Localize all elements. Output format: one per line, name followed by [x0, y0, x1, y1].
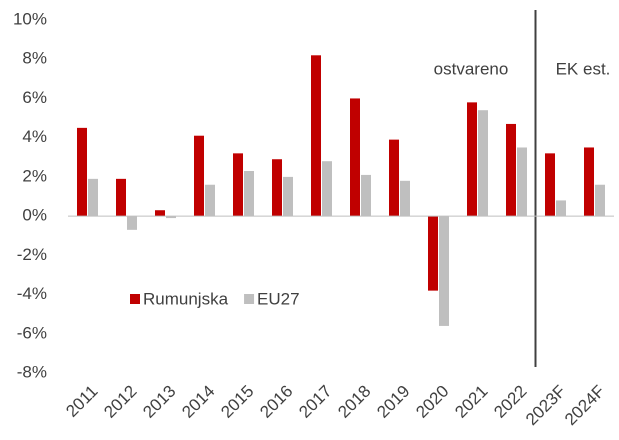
- bar: [88, 178, 98, 217]
- legend-swatch: [130, 294, 140, 304]
- legend-label: EU27: [257, 289, 300, 308]
- bar: [116, 178, 126, 217]
- legend-label: Rumunjska: [143, 289, 229, 308]
- y-tick-label: 10%: [13, 9, 47, 28]
- x-tick-label: 2016: [256, 382, 296, 422]
- x-tick-label: 2012: [100, 382, 140, 422]
- bar: [244, 171, 254, 217]
- bar: [194, 135, 204, 217]
- x-tick-label: 2011: [62, 382, 101, 421]
- bar: [545, 153, 555, 217]
- bar: [283, 176, 293, 217]
- y-tick-label: 0%: [22, 206, 47, 225]
- bar: [155, 210, 165, 217]
- annotation: ostvareno: [434, 59, 509, 78]
- annotation: EK est.: [556, 59, 611, 78]
- bar: [77, 127, 87, 217]
- bar: [517, 147, 527, 217]
- bar: [272, 159, 282, 217]
- bar: [166, 216, 176, 219]
- x-tick-label: 2020: [412, 382, 452, 422]
- bar: [311, 55, 321, 217]
- bar: [556, 200, 566, 217]
- bar: [233, 153, 243, 217]
- bar: [439, 216, 449, 326]
- bar: [127, 216, 137, 230]
- bar: [205, 184, 215, 217]
- y-tick-label: -2%: [17, 245, 47, 264]
- x-tick-label: 2019: [373, 382, 413, 422]
- bar: [350, 98, 360, 217]
- x-tick-label: 2013: [139, 382, 179, 422]
- legend-swatch: [244, 294, 255, 304]
- bar: [467, 102, 477, 217]
- x-tick-label: 2023F: [522, 382, 570, 430]
- bar: [595, 184, 605, 217]
- y-tick-label: -8%: [17, 362, 47, 381]
- bar: [322, 161, 332, 217]
- x-tick-label: 2015: [217, 382, 257, 422]
- bar: [584, 147, 594, 217]
- y-tick-label: 8%: [22, 49, 47, 68]
- y-tick-label: 6%: [22, 88, 47, 107]
- bar: [506, 123, 516, 217]
- bar: [428, 216, 438, 291]
- x-tick-label: 2014: [178, 382, 218, 422]
- bar: [400, 180, 410, 217]
- y-tick-label: 4%: [22, 127, 47, 146]
- y-tick-label: 2%: [22, 166, 47, 185]
- bar: [389, 139, 399, 217]
- x-tick-label: 2021: [451, 382, 491, 422]
- x-tick-label: 2017: [295, 382, 335, 422]
- bar: [478, 110, 488, 217]
- y-tick-label: -4%: [17, 284, 47, 303]
- bar: [361, 174, 371, 217]
- y-tick-label: -6%: [17, 323, 47, 342]
- x-tick-label: 2024F: [561, 382, 609, 430]
- x-tick-label: 2018: [334, 382, 374, 422]
